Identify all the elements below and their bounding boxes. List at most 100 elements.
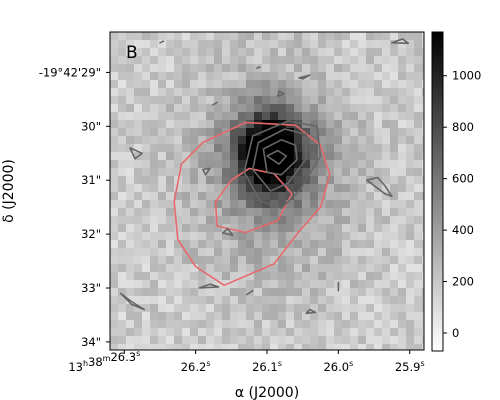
image-pixel [158,160,167,169]
image-pixel [318,72,327,81]
image-pixel [150,248,159,257]
image-pixel [334,192,343,201]
image-pixel [174,80,183,89]
image-pixel [350,288,359,297]
image-pixel [190,104,199,113]
image-pixel [246,240,255,249]
image-pixel [334,304,343,313]
image-pixel [342,296,351,305]
image-pixel [374,304,383,313]
image-pixel [334,224,343,233]
image-pixel [350,344,359,350]
image-pixel [270,224,279,233]
image-pixel [166,256,175,265]
image-pixel [166,248,175,257]
image-pixel [334,200,343,209]
image-pixel [406,240,415,249]
image-pixel [230,168,239,177]
image-pixel [406,208,415,217]
image-pixel [326,112,335,121]
image-pixel [366,80,375,89]
image-pixel [206,336,215,345]
image-pixel [302,256,311,265]
image-pixel [222,296,231,305]
image-pixel [110,136,119,145]
image-pixel [174,280,183,289]
image-panel [110,32,424,350]
image-pixel [326,320,335,329]
image-pixel [366,64,375,73]
image-pixel [158,296,167,305]
image-pixel [142,208,151,217]
image-pixel [422,208,424,217]
image-pixel [222,288,231,297]
image-pixel [158,272,167,281]
image-pixel [262,32,271,41]
image-pixel [358,264,367,273]
image-pixel [350,120,359,129]
image-pixel [286,248,295,257]
image-pixel [110,232,119,241]
image-pixel [166,48,175,57]
image-pixel [254,136,263,145]
image-pixel [366,144,375,153]
image-pixel [166,88,175,97]
image-pixel [118,80,127,89]
image-pixel [382,136,391,145]
image-pixel [254,240,263,249]
image-pixel [254,264,263,273]
image-pixel [222,336,231,345]
image-pixel [294,176,303,185]
image-pixel [318,88,327,97]
image-pixel [262,64,271,73]
image-pixel [254,288,263,297]
image-pixel [246,184,255,193]
image-pixel [302,272,311,281]
image-pixel [142,144,151,153]
image-pixel [286,96,295,105]
image-pixel [198,328,207,337]
image-pixel [230,192,239,201]
image-pixel [190,88,199,97]
image-pixel [254,112,263,121]
image-pixel [358,232,367,241]
image-pixel [182,304,191,313]
image-pixel [390,328,399,337]
gray-contour [276,90,285,97]
image-pixel [326,144,335,153]
image-pixel [286,216,295,225]
image-pixel [382,104,391,113]
image-pixel [230,272,239,281]
image-pixel [422,312,424,321]
image-pixel [150,192,159,201]
image-pixel [414,320,423,329]
image-pixel [358,328,367,337]
image-pixel [302,296,311,305]
image-pixel [422,120,424,129]
image-pixel [326,88,335,97]
image-pixel [158,304,167,313]
image-pixel [246,200,255,209]
image-pixel [270,320,279,329]
image-pixel [366,248,375,257]
image-pixel [310,288,319,297]
image-pixel [342,248,351,257]
image-pixel [318,240,327,249]
image-pixel [150,128,159,137]
image-pixel [166,56,175,65]
image-pixel [414,168,423,177]
image-pixel [198,144,207,153]
image-pixel [406,152,415,161]
image-pixel [270,56,279,65]
image-pixel [358,32,367,41]
image-pixel [318,128,327,137]
image-pixel [358,88,367,97]
image-pixel [190,256,199,265]
image-pixel [302,200,311,209]
image-pixel [222,72,231,81]
image-pixel [398,240,407,249]
image-pixel [134,248,143,257]
image-pixel [126,128,135,137]
image-pixel [294,248,303,257]
image-pixel [150,176,159,185]
